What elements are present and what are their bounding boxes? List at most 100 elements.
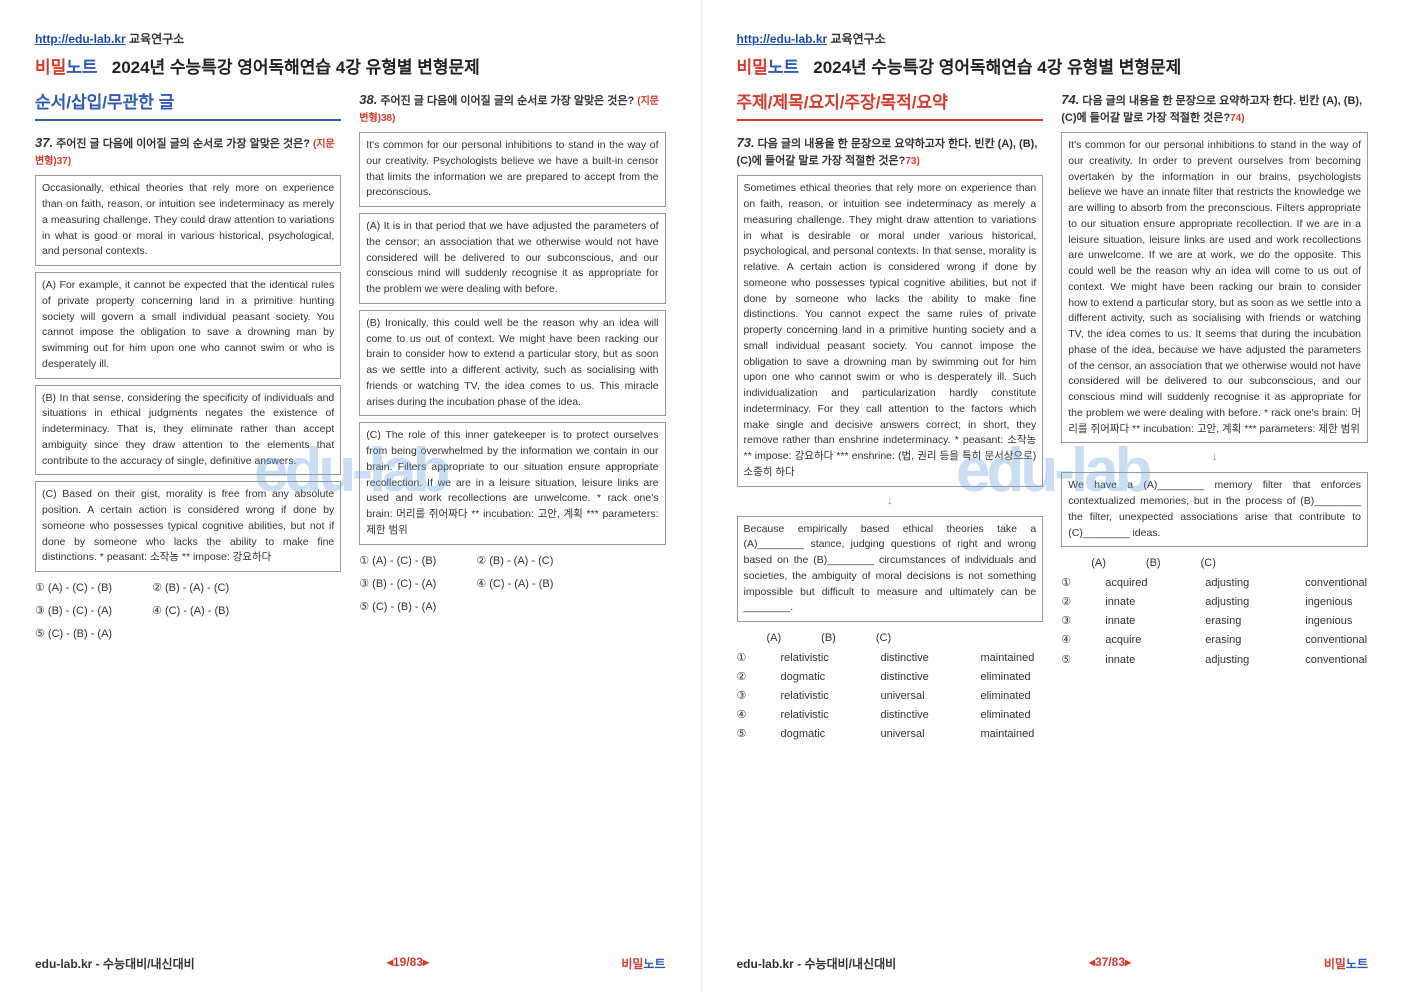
q73-summary: Because empirically based ethical theori… bbox=[737, 516, 1044, 623]
brand-b: 노트 bbox=[768, 58, 799, 77]
section-header: 순서/삽입/무관한 글 bbox=[35, 90, 341, 121]
c: ② bbox=[1061, 594, 1075, 611]
q73-passage: Sometimes ethical theories that rely mor… bbox=[737, 175, 1044, 486]
q37-pa: (A) For example, it cannot be expected t… bbox=[35, 272, 341, 379]
c: distinctive bbox=[881, 650, 951, 667]
opt[interactable]: ⑤ (C) - (B) - (A) bbox=[35, 626, 112, 643]
brand-a: 비밀 bbox=[621, 957, 643, 971]
c: relativistic bbox=[781, 688, 851, 705]
brand-b: 노트 bbox=[66, 58, 97, 77]
opt[interactable]: ② (B) - (A) - (C) bbox=[152, 580, 229, 597]
header-line: http://edu-lab.kr 교육연구소 bbox=[35, 30, 666, 47]
table-row[interactable]: ③relativisticuniversaleliminated bbox=[737, 688, 1044, 705]
c: ③ bbox=[737, 688, 751, 705]
c: ④ bbox=[737, 707, 751, 724]
brand-b: 노트 bbox=[643, 957, 665, 971]
c: acquire bbox=[1105, 632, 1175, 649]
table-row[interactable]: ④relativisticdistinctiveeliminated bbox=[737, 707, 1044, 724]
q38-options: ① (A) - (C) - (B) ② (B) - (A) - (C) ③ (B… bbox=[359, 553, 665, 616]
th: (C) bbox=[876, 630, 891, 647]
q38-pb: (B) Ironically, this could well be the r… bbox=[359, 310, 665, 417]
q73-num: 73. bbox=[737, 135, 755, 150]
c: ③ bbox=[1061, 613, 1075, 630]
c: ingenious bbox=[1305, 613, 1352, 630]
q74-num: 74. bbox=[1061, 92, 1079, 107]
q74-table: (A) (B) (C) ①acquiredadjustingconvention… bbox=[1061, 555, 1368, 668]
c: universal bbox=[881, 726, 951, 743]
q37-pc: (C) Based on their gist, morality is fre… bbox=[35, 481, 341, 572]
q74-meta: 74) bbox=[1230, 113, 1244, 124]
c: adjusting bbox=[1205, 652, 1275, 669]
q37-num: 37. bbox=[35, 135, 53, 150]
q38-intro: It's common for our personal inhibitions… bbox=[359, 132, 665, 207]
table-row[interactable]: ①acquiredadjustingconventional bbox=[1061, 575, 1368, 592]
table-row[interactable]: ④acquireerasingconventional bbox=[1061, 632, 1368, 649]
opt[interactable]: ④ (C) - (A) - (B) bbox=[152, 603, 229, 620]
c: relativistic bbox=[781, 650, 851, 667]
opt[interactable]: ⑤ (C) - (B) - (A) bbox=[359, 599, 436, 616]
footer-page: ◂37/83▸ bbox=[1089, 955, 1131, 972]
q37-prompt: 37. 주어진 글 다음에 이어질 글의 순서로 가장 알맞은 것은? (지문 … bbox=[35, 133, 341, 169]
footer-brand: 비밀노트 bbox=[621, 955, 665, 972]
opt[interactable]: ③ (B) - (C) - (A) bbox=[35, 603, 112, 620]
c: innate bbox=[1105, 594, 1175, 611]
columns: 주제/제목/요지/주장/목적/요약 73. 다음 글의 내용을 한 문장으로 요… bbox=[737, 90, 1369, 945]
q73-meta: 73) bbox=[905, 156, 919, 167]
c: maintained bbox=[981, 726, 1035, 743]
c: relativistic bbox=[781, 707, 851, 724]
c: dogmatic bbox=[781, 726, 851, 743]
footer-left: edu-lab.kr - 수능대비/내신대비 bbox=[35, 955, 195, 972]
footer-left: edu-lab.kr - 수능대비/내신대비 bbox=[737, 955, 897, 972]
table-row[interactable]: ⑤ dogmatic universal maintained bbox=[737, 726, 1044, 743]
c: ② bbox=[737, 669, 751, 686]
site-link[interactable]: http://edu-lab.kr bbox=[737, 32, 828, 46]
th: (B) bbox=[821, 630, 836, 647]
col-1: 주제/제목/요지/주장/목적/요약 73. 다음 글의 내용을 한 문장으로 요… bbox=[737, 90, 1044, 945]
q38-prompt: 38. 주어진 글 다음에 이어질 글의 순서로 가장 알맞은 것은? (지문 … bbox=[359, 90, 665, 126]
table-row[interactable]: ①relativisticdistinctivemaintained bbox=[737, 650, 1044, 667]
footer-page: ◂19/83▸ bbox=[387, 955, 429, 972]
opt[interactable]: ③ (B) - (C) - (A) bbox=[359, 576, 436, 593]
site-link[interactable]: http://edu-lab.kr bbox=[35, 32, 126, 46]
col-1: 순서/삽입/무관한 글 37. 주어진 글 다음에 이어질 글의 순서로 가장 … bbox=[35, 90, 341, 945]
opt[interactable]: ① (A) - (C) - (B) bbox=[35, 580, 112, 597]
c: distinctive bbox=[881, 669, 951, 686]
q73-prompt: 73. 다음 글의 내용을 한 문장으로 요약하고자 한다. 빈칸 (A), (… bbox=[737, 133, 1044, 169]
footer: edu-lab.kr - 수능대비/내신대비 ◂37/83▸ 비밀노트 bbox=[737, 945, 1369, 972]
c: conventional bbox=[1305, 575, 1367, 592]
doc-title: 2024년 수능특강 영어독해연습 4강 유형별 변형문제 bbox=[813, 58, 1181, 77]
opt[interactable]: ① (A) - (C) - (B) bbox=[359, 553, 436, 570]
opt[interactable]: ② (B) - (A) - (C) bbox=[476, 553, 553, 570]
table-row[interactable]: ⑤ innate adjusting conventional bbox=[1061, 652, 1368, 669]
brand-a: 비밀 bbox=[1324, 957, 1346, 971]
c: acquired bbox=[1105, 575, 1175, 592]
c: adjusting bbox=[1205, 594, 1275, 611]
opt[interactable]: ④ (C) - (A) - (B) bbox=[476, 576, 553, 593]
table-row[interactable]: ②dogmaticdistinctiveeliminated bbox=[737, 669, 1044, 686]
q37-pb: (B) In that sense, considering the speci… bbox=[35, 385, 341, 476]
col-2: 74. 다음 글의 내용을 한 문장으로 요약하고자 한다. 빈칸 (A), (… bbox=[1061, 90, 1368, 945]
c: ⑤ bbox=[737, 726, 751, 743]
c: ingenious bbox=[1305, 594, 1352, 611]
c: innate bbox=[1105, 652, 1175, 669]
doc-title: 2024년 수능특강 영어독해연습 4강 유형별 변형문제 bbox=[112, 58, 480, 77]
c: ④ bbox=[1061, 632, 1075, 649]
org-label: 교육연구소 bbox=[827, 32, 886, 46]
table-row[interactable]: ③innateerasingingenious bbox=[1061, 613, 1368, 630]
c: erasing bbox=[1205, 613, 1275, 630]
q74-summary: We have a (A)________ memory filter that… bbox=[1061, 472, 1368, 547]
brand-a: 비밀 bbox=[35, 58, 66, 77]
c: conventional bbox=[1305, 632, 1367, 649]
table-head: (A) (B) (C) bbox=[737, 630, 1044, 647]
brand-a: 비밀 bbox=[737, 58, 768, 77]
arrow-icon: ↓ bbox=[737, 493, 1044, 510]
c: conventional bbox=[1305, 652, 1367, 669]
arrow-icon: ↓ bbox=[1061, 449, 1368, 466]
table-row[interactable]: ② innate adjusting ingenious bbox=[1061, 594, 1368, 611]
footer: edu-lab.kr - 수능대비/내신대비 ◂19/83▸ 비밀노트 bbox=[35, 945, 666, 972]
columns: 순서/삽입/무관한 글 37. 주어진 글 다음에 이어질 글의 순서로 가장 … bbox=[35, 90, 666, 945]
q37-options: ① (A) - (C) - (B) ② (B) - (A) - (C) ③ (B… bbox=[35, 580, 341, 643]
q74-passage: It's common for our personal inhibitions… bbox=[1061, 132, 1368, 443]
q74-prompt: 74. 다음 글의 내용을 한 문장으로 요약하고자 한다. 빈칸 (A), (… bbox=[1061, 90, 1368, 126]
c: ⑤ bbox=[1061, 652, 1075, 669]
